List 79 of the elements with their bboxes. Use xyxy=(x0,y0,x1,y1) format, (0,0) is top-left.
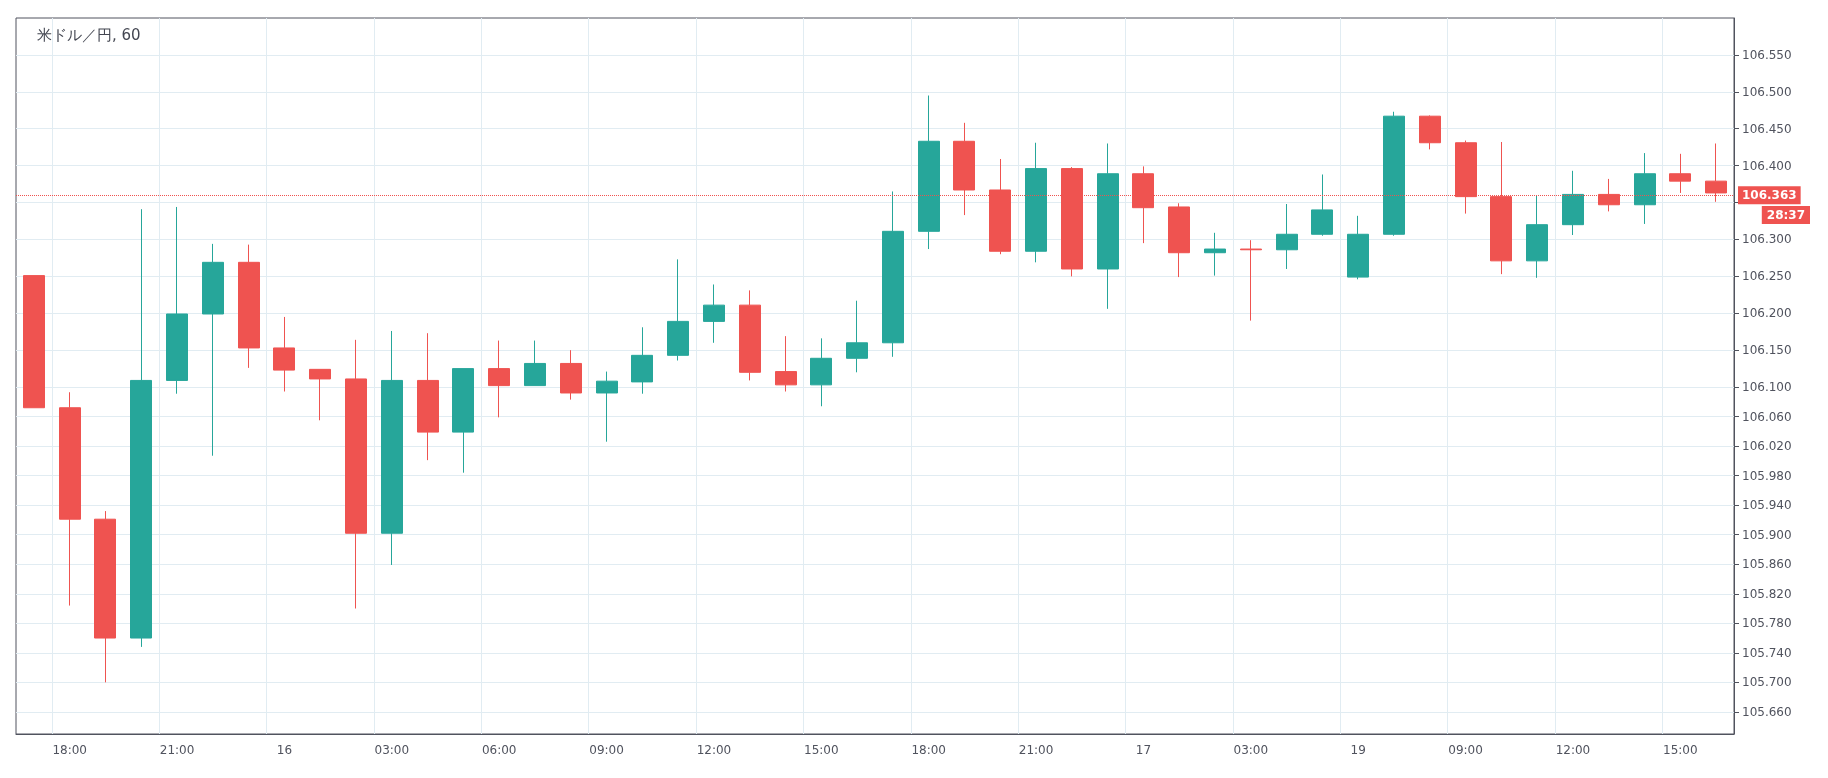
x-tick-label: 03:00 xyxy=(1233,743,1269,757)
candlestick xyxy=(882,190,904,358)
x-tick-label: 21:00 xyxy=(1018,743,1054,757)
x-tick-label: 15:00 xyxy=(1663,743,1698,757)
candlestick xyxy=(452,368,474,474)
y-tick-label: 106.250 xyxy=(1742,269,1792,284)
x-tick-label: 18:00 xyxy=(52,743,87,757)
y-tick-label: 105.780 xyxy=(1742,616,1792,631)
y-tick-label: 106.060 xyxy=(1742,409,1792,424)
candlestick xyxy=(1276,203,1298,270)
y-tick-label: 106.500 xyxy=(1742,84,1792,99)
x-tick-label: 09:00 xyxy=(1448,743,1483,757)
x-tick-label: 12:00 xyxy=(696,743,732,757)
candlestick xyxy=(1634,152,1656,225)
y-tick-label: 106.150 xyxy=(1742,343,1792,358)
y-tick-label: 105.740 xyxy=(1742,645,1792,660)
candlestick xyxy=(524,340,546,387)
x-tick-label: 16 xyxy=(276,743,293,757)
candlestick xyxy=(1669,153,1691,194)
candlestick xyxy=(1240,239,1262,322)
y-tick-label: 106.300 xyxy=(1742,232,1792,247)
candlestick xyxy=(1204,232,1226,277)
candlestick xyxy=(23,275,45,409)
candlestick xyxy=(846,300,868,373)
x-tick-label: 09:00 xyxy=(589,743,624,757)
x-tick-label: 06:00 xyxy=(481,743,517,757)
y-tick-label: 106.020 xyxy=(1742,439,1792,454)
y-tick-label: 105.700 xyxy=(1742,675,1792,690)
candlestick xyxy=(1526,194,1548,279)
y-tick-label: 105.900 xyxy=(1742,527,1792,542)
candlestick xyxy=(345,339,367,610)
candlestick xyxy=(202,243,224,457)
candlestick xyxy=(739,289,761,381)
candlestick xyxy=(1562,170,1584,236)
x-tick-label: 15:00 xyxy=(804,743,839,757)
candlestick xyxy=(667,258,689,361)
x-tick-label: 21:00 xyxy=(159,743,195,757)
y-tick-label: 105.860 xyxy=(1742,557,1792,572)
candlestick xyxy=(488,340,510,418)
candlestick xyxy=(1419,114,1441,150)
y-tick-label: 106.100 xyxy=(1742,380,1792,395)
y-tick-label: 105.940 xyxy=(1742,498,1792,513)
y-tick-label: 106.550 xyxy=(1742,47,1792,62)
candlestick xyxy=(59,391,81,607)
x-tick-label: 12:00 xyxy=(1555,743,1591,757)
candlestick xyxy=(631,326,653,395)
y-tick-label: 106.450 xyxy=(1742,121,1792,136)
candlestick xyxy=(1347,215,1369,280)
y-tick-label: 106.200 xyxy=(1742,306,1792,321)
x-tick-label: 19 xyxy=(1350,743,1366,757)
candlestick xyxy=(381,330,403,566)
candlestick xyxy=(309,368,331,421)
candlestick xyxy=(596,371,618,443)
text: 28:37 xyxy=(1766,207,1806,222)
candlestick xyxy=(1168,202,1190,278)
candlestick xyxy=(810,337,832,407)
x-tick-label: 18:00 xyxy=(911,743,946,757)
candlestick xyxy=(1311,173,1333,237)
y-tick-label: 105.820 xyxy=(1742,586,1792,601)
candlestick xyxy=(130,208,152,648)
y-tick-label: 105.660 xyxy=(1742,704,1792,719)
candlestick xyxy=(94,510,116,683)
x-tick-label: 17 xyxy=(1135,743,1152,757)
candlestick xyxy=(238,244,260,369)
candlestick xyxy=(273,316,295,392)
text: 米ドル／円, 60 xyxy=(37,25,141,44)
candlestick xyxy=(703,283,725,344)
candlestick xyxy=(166,206,188,395)
candlestick xyxy=(1383,111,1405,237)
x-tick-label: 03:00 xyxy=(374,743,410,757)
candlestick xyxy=(1025,142,1047,263)
ref-line-label: 106.363 xyxy=(1742,188,1797,203)
candlestick xyxy=(918,95,940,250)
y-tick-label: 105.980 xyxy=(1742,468,1792,483)
candlestick xyxy=(417,332,439,461)
candlestick xyxy=(1097,142,1119,310)
candlestick xyxy=(775,335,797,392)
candlestick xyxy=(560,349,582,401)
y-tick-label: 106.400 xyxy=(1742,158,1792,173)
